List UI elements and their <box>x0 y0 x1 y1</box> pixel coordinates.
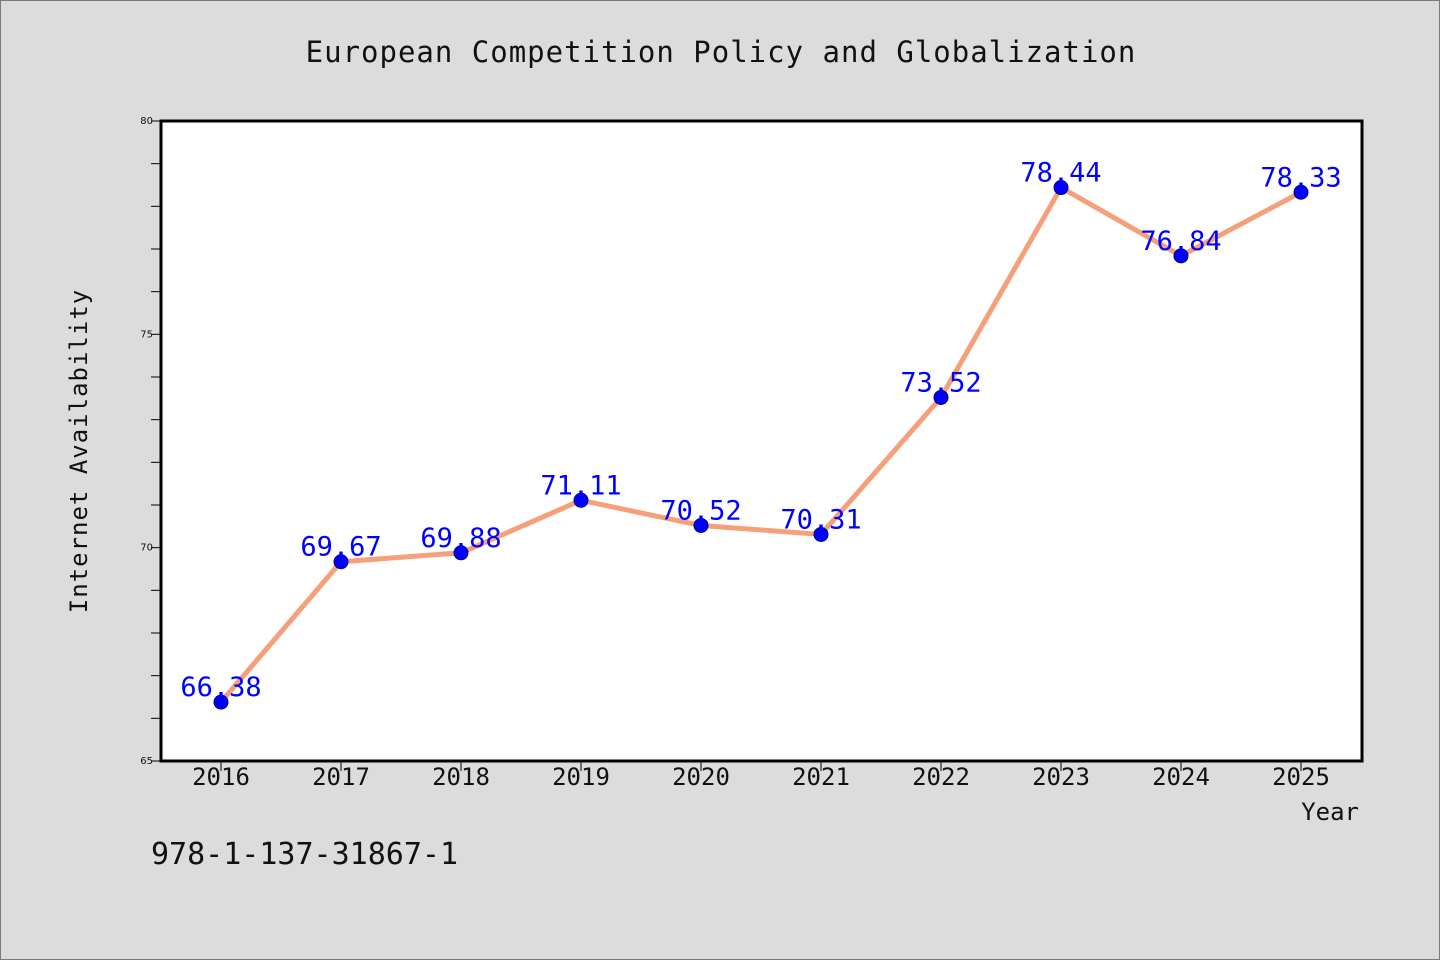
x-tick-label: 2016 <box>192 763 250 791</box>
data-point <box>453 545 469 561</box>
y-tick-label: 70 <box>140 543 153 554</box>
data-label: 70.31 <box>780 504 861 535</box>
y-tick-label: 65 <box>140 756 153 767</box>
plot-area <box>159 119 1364 763</box>
data-label: 76.84 <box>1140 226 1221 257</box>
data-point <box>693 517 709 533</box>
x-axis-label: Year <box>1301 798 1359 826</box>
data-label: 73.52 <box>900 367 981 398</box>
data-label: 71.11 <box>540 470 621 501</box>
x-tick-label: 2018 <box>432 763 490 791</box>
data-markers <box>213 180 1309 710</box>
data-label: 78.33 <box>1260 162 1341 193</box>
x-axis-ticks: 2016 2017 2018 2019 2020 2021 2022 2023 2024 2025 <box>192 761 1330 791</box>
x-tick-label: 2019 <box>552 763 610 791</box>
data-point <box>1053 180 1069 196</box>
x-tick-label: 2017 <box>312 763 370 791</box>
data-labels: 66.38 69.67 69.88 71.11 70.52 70.31 73.52 78.44… <box>180 158 1341 704</box>
data-point <box>933 389 949 405</box>
x-tick-label: 2021 <box>792 763 850 791</box>
x-tick-label: 2023 <box>1032 763 1090 791</box>
data-point <box>333 554 349 570</box>
x-tick-label: 2025 <box>1272 763 1330 791</box>
data-label: 78.44 <box>1020 158 1101 189</box>
data-label: 66.38 <box>180 672 261 703</box>
series-line <box>218 185 1304 705</box>
data-label: 69.88 <box>420 523 501 554</box>
chart-title: European Competition Policy and Globaliz… <box>305 35 1137 69</box>
isbn-text: 978-1-137-31867-1 <box>151 837 459 872</box>
y-tick-label: 80 <box>140 116 153 127</box>
data-point <box>213 694 229 710</box>
data-label: 70.52 <box>660 495 741 526</box>
data-point <box>573 492 589 508</box>
y-tick-label: 75 <box>140 329 153 340</box>
data-point <box>813 526 829 542</box>
x-tick-label: 2020 <box>672 763 730 791</box>
x-tick-label: 2024 <box>1152 763 1210 791</box>
y-axis-ticks: 65 70 75 80 <box>140 116 161 767</box>
data-point <box>1173 248 1189 264</box>
x-tick-label: 2022 <box>912 763 970 791</box>
data-point <box>1293 184 1309 200</box>
data-label: 69.67 <box>300 532 381 563</box>
